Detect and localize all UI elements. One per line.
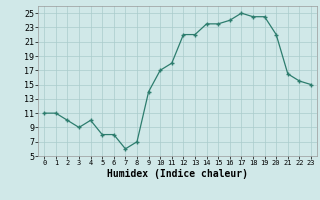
X-axis label: Humidex (Indice chaleur): Humidex (Indice chaleur) <box>107 169 248 179</box>
